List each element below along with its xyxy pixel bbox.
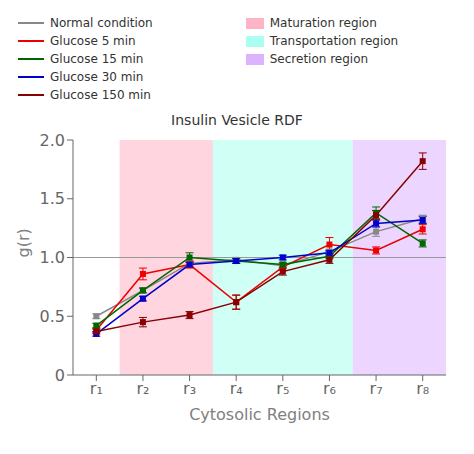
html-text:Glucose 5 min: Glucose 5 min xyxy=(50,34,136,48)
svg-text:Cytosolic Regions: Cytosolic Regions xyxy=(189,405,330,424)
html-text:Secretion region: Secretion region xyxy=(269,52,369,66)
svg-text:0.5: 0.5 xyxy=(40,307,65,326)
svg-text:r₇: r₇ xyxy=(370,379,383,398)
svg-text:0: 0 xyxy=(55,366,65,385)
html-text:Transportation region: Transportation region xyxy=(269,34,399,48)
html-text:Maturation region: Maturation region xyxy=(269,16,377,30)
html-text:Insulin Vesicle RDF: Insulin Vesicle RDF xyxy=(171,112,303,128)
html-text:Glucose 30 min: Glucose 30 min xyxy=(50,70,144,84)
svg-text:g(r): g(r) xyxy=(14,228,33,257)
svg-text:r₂: r₂ xyxy=(136,379,149,398)
svg-text:r₁: r₁ xyxy=(90,379,103,398)
svg-text:1.5: 1.5 xyxy=(40,189,65,208)
svg-text:r₆: r₆ xyxy=(323,379,336,398)
svg-text:r₅: r₅ xyxy=(276,379,289,398)
svg-text:r₃: r₃ xyxy=(183,379,196,398)
html-text:Glucose 15 min: Glucose 15 min xyxy=(50,52,144,66)
svg-text:1.0: 1.0 xyxy=(40,248,65,267)
html-text:Glucose 150 min: Glucose 150 min xyxy=(50,88,151,102)
html-text:Normal condition: Normal condition xyxy=(50,16,153,30)
svg-text:r₄: r₄ xyxy=(230,379,243,398)
svg-text:2.0: 2.0 xyxy=(40,131,65,150)
svg-text:r₈: r₈ xyxy=(416,379,429,398)
